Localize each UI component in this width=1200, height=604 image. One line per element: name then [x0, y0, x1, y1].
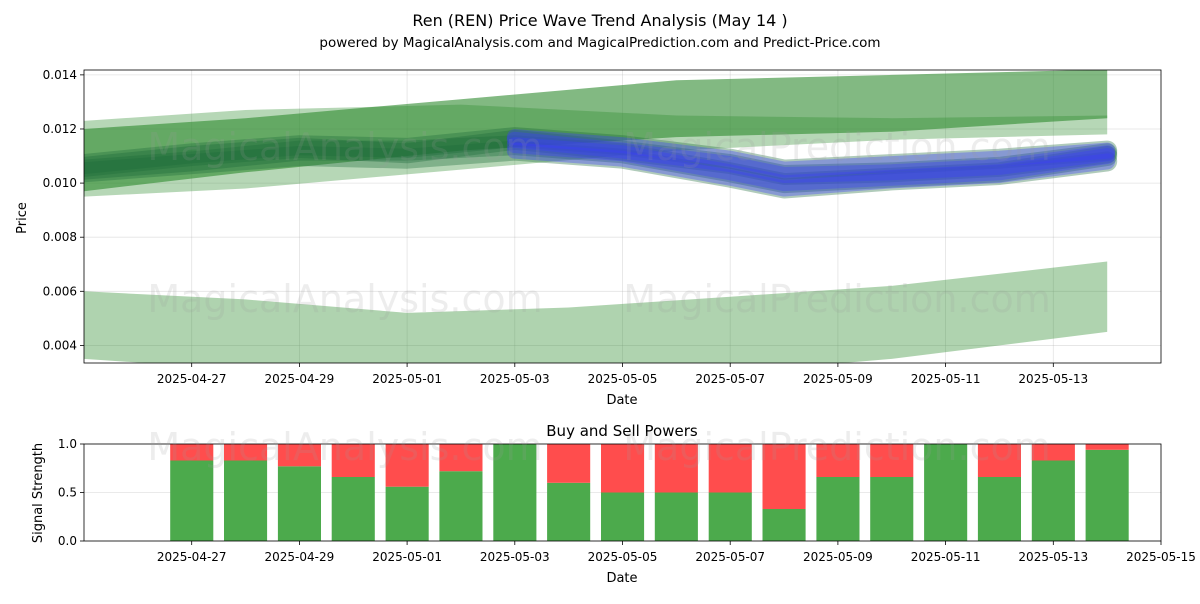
- bottom-xtick-label-2: 2025-05-01: [372, 550, 442, 564]
- buy-bar-13: [870, 477, 914, 541]
- buy-bar-2: [277, 466, 321, 541]
- watermark-6: MagicalPrediction.com: [623, 425, 1051, 469]
- top-waves: [84, 127, 1118, 199]
- top-ytick-label-3: 0.010: [43, 176, 77, 190]
- buy-bar-3: [331, 477, 375, 541]
- buy-bar-8: [601, 492, 645, 541]
- wave-blue-3: [506, 129, 1116, 178]
- top-xtick-label-0: 2025-04-27: [157, 372, 227, 386]
- top-ytick-label-1: 0.006: [43, 284, 77, 298]
- buy-bar-15: [977, 477, 1021, 541]
- buy-bar-7: [547, 482, 591, 541]
- wave-blue-0: [506, 137, 1116, 192]
- sell-bar-4: [385, 444, 429, 487]
- chart-subtitle: powered by MagicalAnalysis.com and Magic…: [319, 35, 880, 51]
- wave-blue-2: [506, 142, 1116, 197]
- wave-green-2: [84, 140, 1118, 199]
- sell-bar-15: [977, 444, 1021, 477]
- sell-bar-0: [170, 444, 214, 461]
- buy-bar-10: [708, 492, 752, 541]
- top-xtick-label-7: 2025-05-11: [911, 372, 981, 386]
- buy-bar-5: [439, 471, 483, 541]
- wave-green-0: [84, 135, 1118, 194]
- bottom-xtick-label-9: 2025-05-15: [1126, 550, 1196, 564]
- sell-bar-10: [708, 444, 752, 493]
- watermark-1: MagicalAnalysis.com: [147, 125, 542, 169]
- top-xtick-label-2: 2025-05-01: [372, 372, 442, 386]
- sell-bar-5: [439, 444, 483, 472]
- chart-title: Ren (REN) Price Wave Trend Analysis (May…: [412, 11, 787, 30]
- trend-band-1: [84, 104, 1108, 197]
- buy-bar-11: [762, 509, 806, 541]
- sell-bar-12: [816, 444, 860, 477]
- top-ytick-label-5: 0.014: [43, 68, 77, 82]
- wave-green-3: [84, 127, 1118, 180]
- top-ylabel: Price: [15, 202, 30, 234]
- top-ytick-label-0: 0.004: [43, 338, 77, 352]
- trend-band-2: [84, 261, 1108, 363]
- buy-bar-14: [924, 444, 968, 541]
- watermark-4: MagicalPrediction.com: [623, 277, 1051, 321]
- top-xtick-label-4: 2025-05-05: [588, 372, 658, 386]
- bottom-xtick-label-6: 2025-05-09: [803, 550, 873, 564]
- bottom-ytick-label-1: 0.5: [58, 486, 77, 500]
- sell-bar-2: [277, 444, 321, 467]
- top-xtick-label-8: 2025-05-13: [1018, 372, 1088, 386]
- bottom-title: Buy and Sell Powers: [546, 422, 698, 440]
- buy-bar-4: [385, 486, 429, 541]
- sell-bar-17: [1085, 444, 1129, 450]
- bottom-bars: [170, 444, 1129, 541]
- sell-bar-16: [1031, 444, 1075, 461]
- buy-bar-9: [654, 492, 698, 541]
- top-ytick-label-4: 0.012: [43, 122, 77, 136]
- bottom-ylabel: Signal Strength: [31, 443, 46, 543]
- wave-green-1: [84, 129, 1118, 185]
- top-xtick-label-6: 2025-05-09: [803, 372, 873, 386]
- sell-bar-13: [870, 444, 914, 477]
- bottom-xtick-label-7: 2025-05-11: [911, 550, 981, 564]
- top-xtick-label-5: 2025-05-07: [695, 372, 765, 386]
- sell-bar-3: [331, 444, 375, 477]
- top-xlabel: Date: [606, 393, 637, 408]
- buy-bar-0: [170, 460, 214, 541]
- bottom-xtick-label-0: 2025-04-27: [157, 550, 227, 564]
- top-xtick-label-1: 2025-04-29: [265, 372, 335, 386]
- buy-bar-12: [816, 477, 860, 541]
- sell-bar-1: [224, 444, 268, 461]
- watermark-5: MagicalAnalysis.com: [147, 425, 542, 469]
- top-bands: [84, 70, 1108, 363]
- bottom-xtick-label-3: 2025-05-03: [480, 550, 550, 564]
- trend-band-0: [84, 70, 1108, 192]
- bottom-xtick-label-5: 2025-05-07: [695, 550, 765, 564]
- bottom-xtick-label-4: 2025-05-05: [588, 550, 658, 564]
- bottom-axes: 2025-04-27 2025-04-29 2025-05-01 2025-05-03…: [58, 437, 1196, 564]
- bottom-ytick-label-0: 0.0: [58, 534, 77, 548]
- top-ytick-label-2: 0.008: [43, 230, 77, 244]
- buy-bar-6: [493, 444, 537, 541]
- buy-bar-1: [224, 460, 268, 541]
- bottom-xlabel: Date: [606, 571, 637, 586]
- bottom-xtick-label-8: 2025-05-13: [1018, 550, 1088, 564]
- bottom-ytick-label-2: 1.0: [58, 437, 77, 451]
- sell-bar-11: [762, 444, 806, 509]
- top-axes: 2025-04-27 2025-04-29 2025-05-01 2025-05-03…: [43, 68, 1162, 386]
- watermark-3: MagicalAnalysis.com: [147, 277, 542, 321]
- watermarks: MagicalAnalysis.com MagicalPrediction.co…: [147, 125, 1050, 469]
- sell-bar-8: [601, 444, 645, 493]
- watermark-2: MagicalPrediction.com: [623, 125, 1051, 169]
- sell-bar-9: [654, 444, 698, 493]
- top-xtick-label-3: 2025-05-03: [480, 372, 550, 386]
- wave-blue-1: [506, 131, 1116, 183]
- sell-bar-7: [547, 444, 591, 483]
- bottom-xtick-label-1: 2025-04-29: [265, 550, 335, 564]
- buy-bar-17: [1085, 449, 1129, 541]
- buy-bar-16: [1031, 460, 1075, 541]
